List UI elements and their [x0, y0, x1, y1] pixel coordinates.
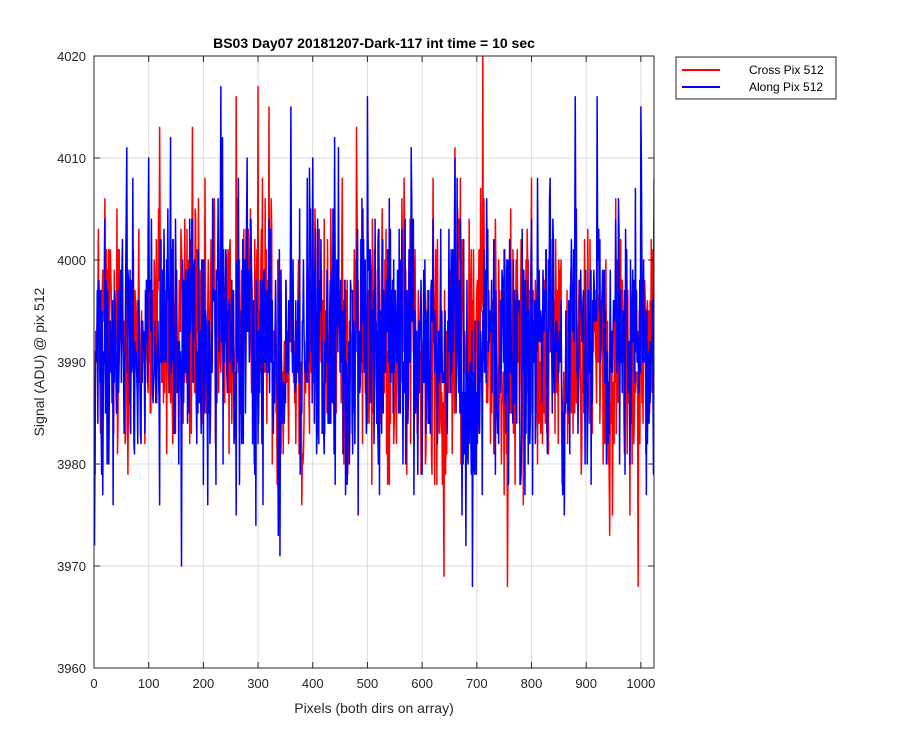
- x-tick-label: 800: [521, 676, 543, 691]
- x-tick-label: 600: [411, 676, 433, 691]
- series-layer: [94, 56, 654, 588]
- y-tick-label: 3980: [57, 457, 86, 472]
- y-tick-label: 4020: [57, 49, 86, 64]
- y-tick-label: 4010: [57, 151, 86, 166]
- y-tick-label: 3970: [57, 559, 86, 574]
- y-tick-label: 3990: [57, 355, 86, 370]
- legend-label-2: Along Pix 512: [749, 80, 823, 94]
- x-tick-label: 200: [193, 676, 215, 691]
- legend: Cross Pix 512 Along Pix 512: [675, 56, 837, 100]
- x-tick-label: 400: [302, 676, 324, 691]
- ticks: 0 100 200 300 400 500 600 700 800 900 1000 3960 3970…: [57, 49, 655, 691]
- x-tick-label: 0: [90, 676, 97, 691]
- x-tick-label: 900: [575, 676, 597, 691]
- legend-label-1: Cross Pix 512: [749, 63, 824, 77]
- y-tick-label: 3960: [57, 661, 86, 676]
- chart-title: BS03 Day07 20181207-Dark-117 int time = …: [213, 35, 535, 51]
- x-tick-label: 1000: [626, 676, 655, 691]
- series-line-2: [94, 85, 654, 588]
- y-tick-label: 4000: [57, 253, 86, 268]
- x-tick-label: 700: [466, 676, 488, 691]
- y-axis-label: Signal (ADU) @ pix 512: [31, 287, 47, 436]
- x-tick-label: 300: [247, 676, 269, 691]
- legend-box: [675, 56, 837, 100]
- x-tick-label: 500: [357, 676, 379, 691]
- x-axis-label: Pixels (both dirs on array): [294, 700, 454, 716]
- x-tick-label: 100: [138, 676, 160, 691]
